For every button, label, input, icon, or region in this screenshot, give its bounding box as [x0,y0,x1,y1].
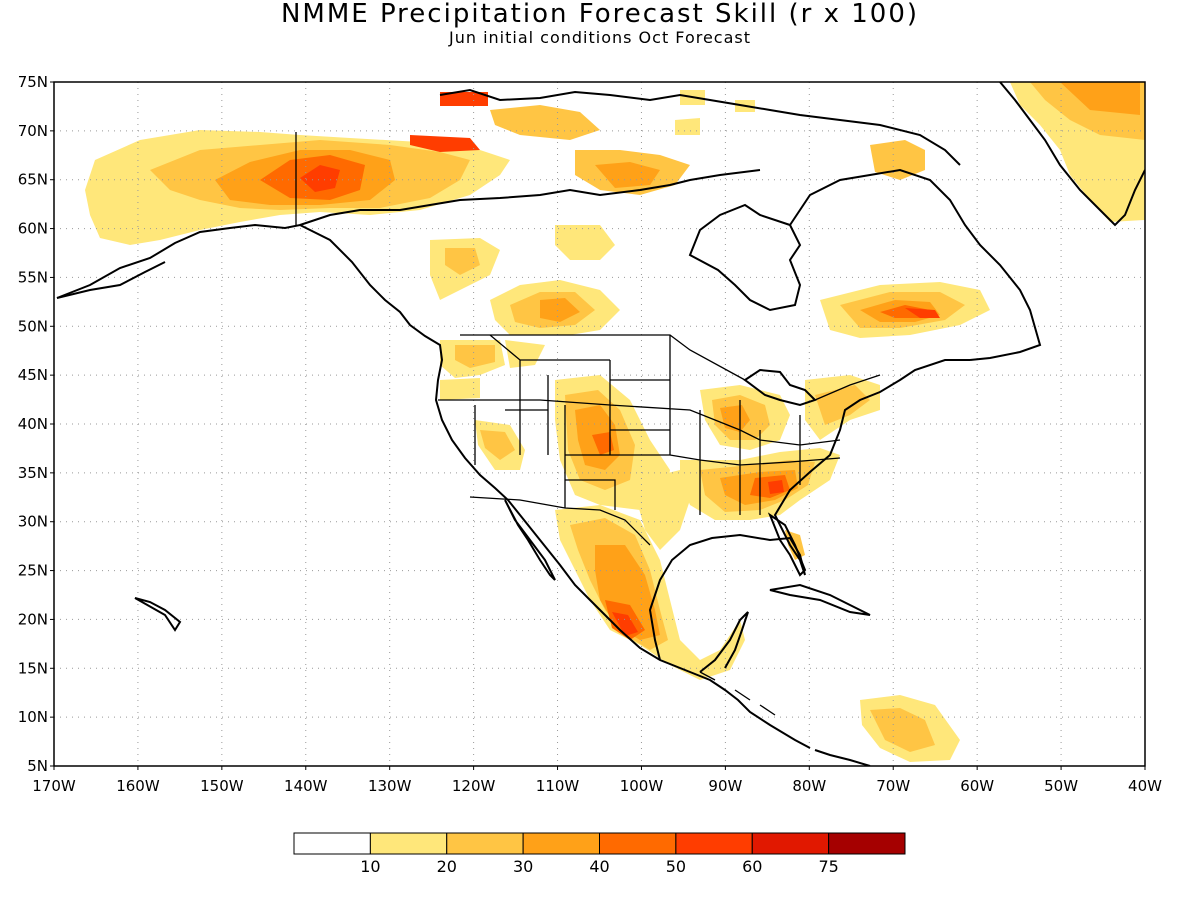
colorbar-label: 40 [589,857,609,876]
latitude-label: 15N [18,659,48,677]
longitude-label: 120W [452,777,496,795]
longitude-label: 100W [620,777,664,795]
oregon-skill [440,378,480,400]
latitude-label: 30N [18,513,48,531]
longitude-label: 40W [1128,777,1162,795]
colorbar-swatch [751,832,830,855]
latitude-label: 45N [18,366,48,384]
longitude-label: 50W [1044,777,1078,795]
coastline-layer [56,82,1145,766]
greenland-skill-40 [1060,82,1140,115]
yukon-skill-red [410,135,480,152]
montana-skill [505,340,545,368]
great-lakes [743,368,817,407]
latitude-label: 55N [18,268,48,286]
colorbar-swatch [599,832,677,855]
colorbar-swatch [675,832,753,855]
latitude-label: 65N [18,171,48,189]
colorbar-label: 75 [818,857,838,876]
latitude-label: 35N [18,464,48,482]
longitude-label: 160W [116,777,160,795]
latitude-label: 10N [18,708,48,726]
colorbar-label: 50 [666,857,686,876]
us-canada-border [460,334,881,401]
labrador-coast [789,168,1042,361]
latitude-label: 75N [18,73,48,91]
nunavut-skill-inner [595,162,660,188]
washington-skill-30 [455,345,495,368]
caribbean-skill-30 [870,708,935,752]
map-title: NMME Precipitation Forecast Skill (r x 1… [280,0,920,29]
manitoba-skill [555,225,615,260]
california-skill-30 [480,430,515,460]
longitude-label: 140W [284,777,328,795]
florida [767,512,807,577]
arctic-islands-skill [490,105,600,140]
gulf-coast [648,359,970,661]
graticule [54,82,1145,766]
southwest-skill-50 [592,432,614,455]
longitude-labels: 170W 160W 150W 140W 130W 120W 110W 100W 90W 80W 70… [32,766,1162,795]
longitude-label: 170W [32,777,76,795]
baja-california [504,499,556,581]
central-america-borders [699,671,776,716]
alaska-skill-60 [300,165,340,192]
hawaii [134,597,182,632]
latitude-label: 70N [18,122,48,140]
texas-skill [638,470,690,550]
alberta-skill-40 [540,298,580,322]
colorbar-label: 10 [360,857,380,876]
colorbar-label: 30 [513,857,533,876]
skill-shading-layer [85,82,1145,762]
colorbar-swatch [369,832,448,855]
northeast-skill-30 [815,385,870,425]
baffin-skill [675,90,755,135]
south-america-coast [814,749,871,766]
colorbar-label: 60 [742,857,762,876]
longitude-label: 70W [876,777,910,795]
latitude-label: 5N [27,757,48,775]
colorbar-swatch [522,832,600,855]
latitude-label: 40N [18,415,48,433]
latitude-label: 60N [18,220,48,238]
greenland-coast [999,82,1145,227]
hudson-bay [688,203,802,312]
cuba [769,583,871,616]
bc-skill-30 [445,248,480,275]
arctic-skill-red [440,92,488,106]
colorbar-swatch [446,832,524,855]
yucatan-coast [699,611,749,673]
longitude-label: 130W [368,777,412,795]
map-subtitle: Jun initial conditions Oct Forecast [448,28,752,47]
latitude-label: 25N [18,562,48,580]
political-borders [295,132,881,716]
longitude-label: 150W [200,777,244,795]
longitude-label: 90W [708,777,742,795]
colorbar: 10 20 30 40 50 60 75 [293,832,906,876]
latitude-labels: 75N 70N 65N 60N 55N 50N 45N 40N 35N 30N 25N 20N 15N 1… [18,73,54,775]
longitude-label: 80W [792,777,826,795]
longitude-label: 60W [960,777,994,795]
us-states [438,334,841,515]
arctic-coast [299,169,761,226]
longitude-label: 110W [536,777,580,795]
colorbar-label: 20 [437,857,457,876]
us-mexico-border [469,496,651,546]
southeast-skill-60 [768,480,784,494]
baffin-east-skill [870,140,925,180]
latitude-label: 20N [18,610,48,628]
colorbar-swatch [293,832,371,855]
latitude-label: 50N [18,317,48,335]
arctic-islands [439,88,961,166]
aleutians [56,261,166,299]
mexico-skill-60 [612,612,638,636]
quebec-skill-60 [905,308,940,318]
alaska-coast [56,223,811,749]
colorbar-swatch [828,832,906,855]
